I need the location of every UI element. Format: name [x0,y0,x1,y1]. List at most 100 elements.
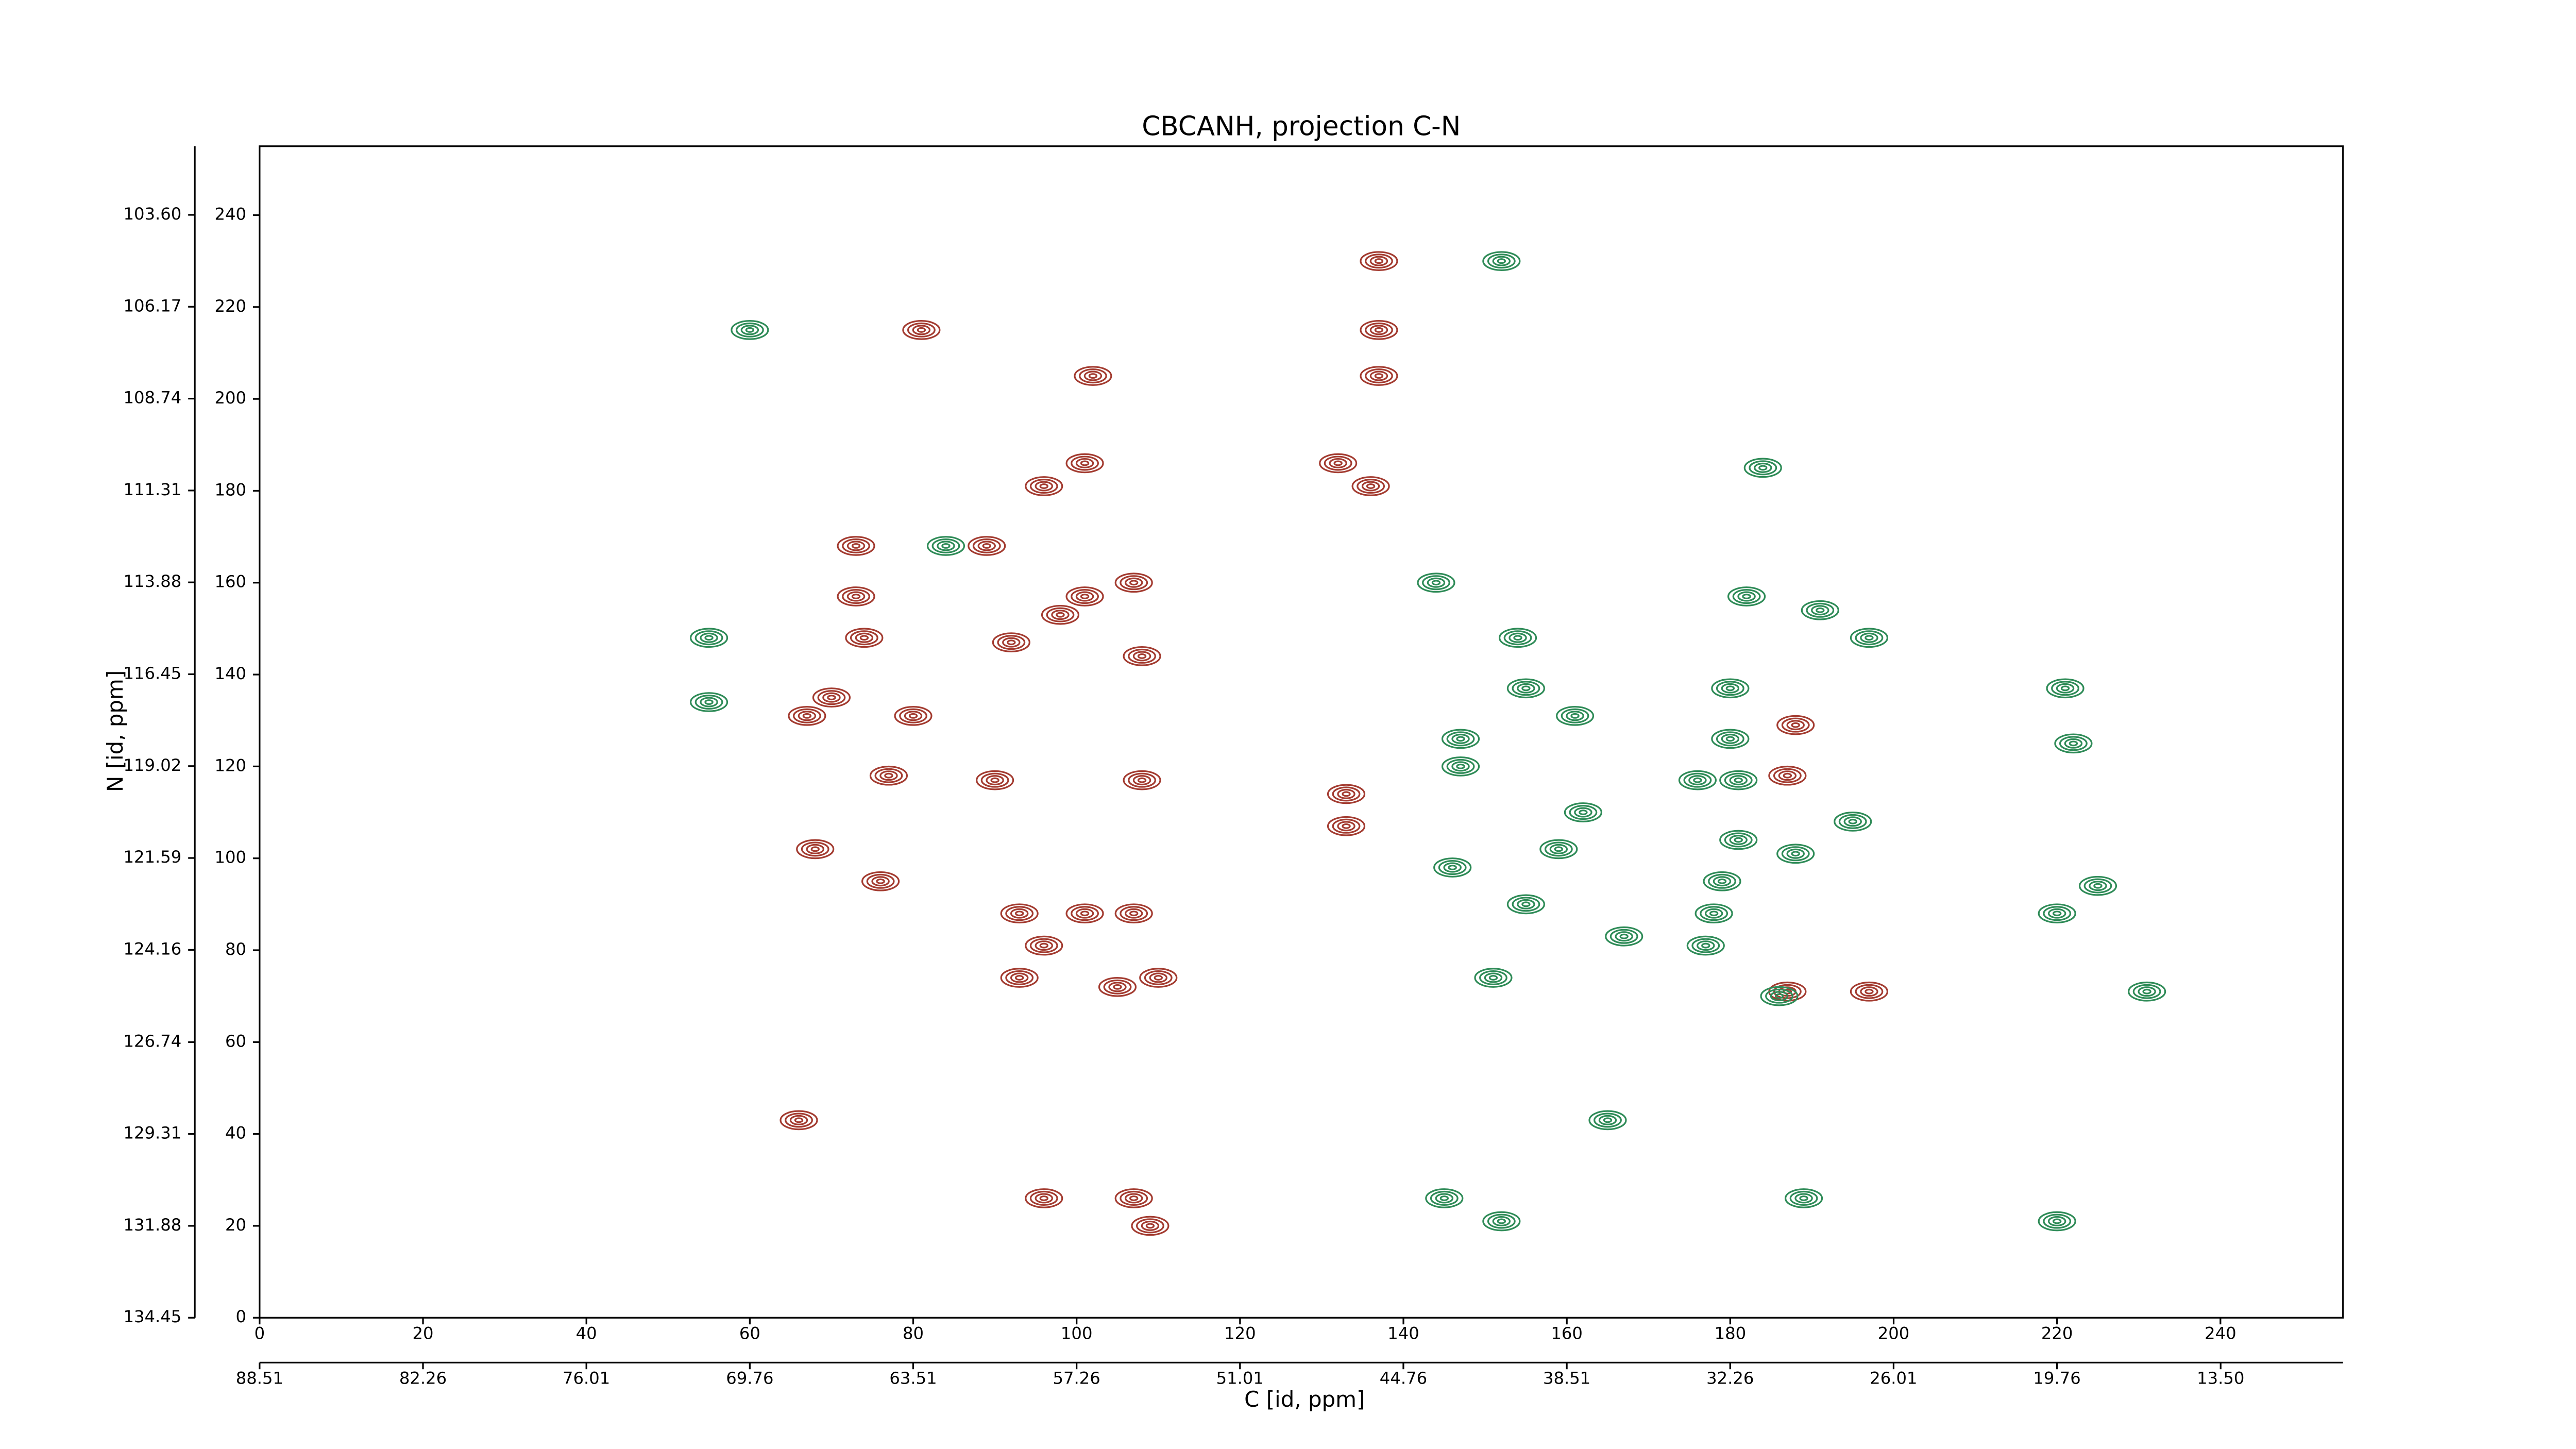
yticks-label: 160 [215,572,247,592]
xticks-label: 60 [739,1323,760,1343]
contour-line [2051,681,2079,696]
x2ticks-label: 32.26 [1706,1369,1754,1388]
contour-line [1425,1188,1464,1208]
contour-line [926,536,965,556]
peak [1703,871,1741,891]
contour-line [801,841,829,857]
contour-line [1131,1216,1170,1236]
contour-line [1065,586,1104,606]
contour-line [1071,906,1099,921]
contour-line [1609,929,1638,944]
peak [1474,968,1513,988]
contour-line [1700,906,1728,921]
contour-line [1360,251,1398,272]
contour-line [2056,683,2075,694]
contour-line [1327,784,1366,804]
contour-line [1729,835,1748,846]
contour-line [1603,1117,1613,1123]
contour-line [1721,683,1740,694]
contour-line [1065,453,1104,474]
contour-line [1482,251,1521,272]
contour-line [1801,600,1839,620]
peak [1555,705,1595,726]
contour-line [972,538,1001,553]
peak [788,705,826,726]
contour-line [1029,1190,1058,1206]
yticks-label: 200 [215,388,247,408]
contour-line [851,543,861,549]
contour-line [1574,807,1592,818]
contour-line [1129,1195,1139,1201]
contour-line [1683,772,1712,788]
xticks-label: 100 [1061,1323,1093,1343]
contour-line [1474,968,1513,988]
contour-line [1124,577,1143,588]
contour-line [977,541,996,551]
yticks-label: 80 [225,939,246,959]
contour-line [1791,851,1800,857]
contour-line [1433,857,1472,878]
yticks-label: 100 [215,848,247,867]
contour-line [2089,881,2107,891]
contour-line [1492,1216,1511,1227]
contour-line [1427,577,1446,588]
peak [861,871,900,891]
peak [1539,839,1578,860]
peak [1360,320,1398,340]
contour-line [1768,765,1807,786]
contour-line [1456,736,1465,742]
y2ticks-label: 106.17 [124,296,182,315]
peak [1834,812,1872,832]
contour-line [1554,846,1564,852]
contour-line [1451,733,1470,744]
y2ticks-label: 119.02 [124,755,182,775]
y2ticks-label: 103.60 [124,204,182,224]
contour-line [1046,607,1075,622]
contour-line [1688,775,1707,786]
contour-line [1686,935,1725,956]
contour-line [810,846,820,852]
contour-line [1071,588,1099,604]
contour-line [1039,942,1048,949]
contour-line [1697,940,1715,951]
contour-line [796,839,835,860]
contour-line [2060,685,2070,692]
peak [1760,986,1799,1006]
contour-line [2128,981,2166,1002]
contour-line [1694,903,1733,924]
contour-line [1446,759,1475,774]
contour-line [846,541,866,551]
contour-line [861,871,900,891]
contour-line [1781,846,1810,862]
contour-line [1838,814,1867,829]
peak [1506,894,1545,915]
contour-line [846,591,866,602]
contour-line [1365,322,1393,338]
contour-line [1417,572,1455,593]
contour-line [1039,483,1048,490]
x2ticks-label: 76.01 [563,1369,610,1388]
contour-line [1360,366,1398,386]
contour-line [1850,628,1889,648]
contour-line [792,708,821,723]
contour-line [1025,1188,1063,1208]
contour-line [1566,711,1584,721]
contour-line [986,775,1004,786]
contour-line [1319,453,1358,474]
contour-line [1719,770,1758,790]
contour-line [1430,1190,1459,1206]
contour-line [1860,986,1878,997]
contour-line [1123,646,1161,666]
contour-line [2138,986,2156,997]
xticks-label: 200 [1878,1323,1910,1343]
contour-line [1727,586,1766,606]
contour-line [802,713,812,719]
contour-line [884,772,893,779]
contour-line [1732,588,1761,604]
x2ticks-label: 19.76 [2033,1369,2080,1388]
contour-line [1843,816,1862,827]
contour-line [859,635,869,641]
contour-line [1783,772,1792,779]
peak [968,536,1006,556]
